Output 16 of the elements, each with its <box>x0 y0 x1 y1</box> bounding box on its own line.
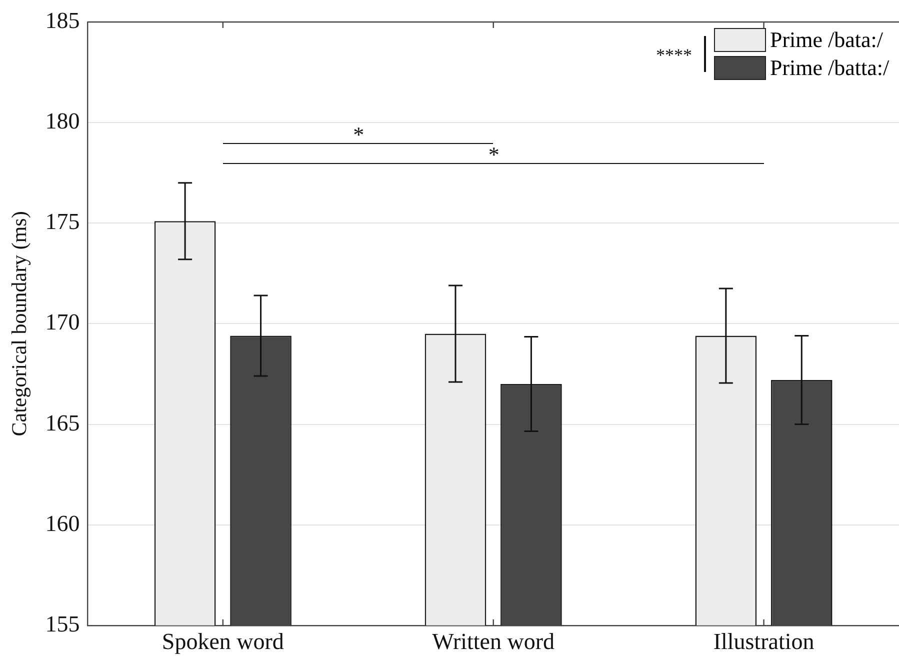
y-tick-label: 185 <box>45 8 80 34</box>
legend-label: Prime /batta:/ <box>770 55 890 80</box>
y-tick-label: 170 <box>45 310 80 335</box>
y-tick-label: 165 <box>45 410 80 436</box>
x-tick-label: Spoken word <box>162 629 284 654</box>
legend-label: Prime /bata:/ <box>770 27 884 52</box>
annotation: * <box>353 122 364 148</box>
x-tick-label: Illustration <box>713 629 815 654</box>
y-tick-label: 180 <box>45 108 80 134</box>
x-tick-label: Written word <box>432 629 556 654</box>
y-tick-label: 175 <box>45 209 80 234</box>
annotation: * <box>488 142 500 168</box>
y-axis-title: Categorical boundary (ms) <box>7 211 32 436</box>
annotation: **** <box>656 45 692 66</box>
y-tick-label: 155 <box>45 611 80 636</box>
y-tick-label: 160 <box>45 510 80 536</box>
